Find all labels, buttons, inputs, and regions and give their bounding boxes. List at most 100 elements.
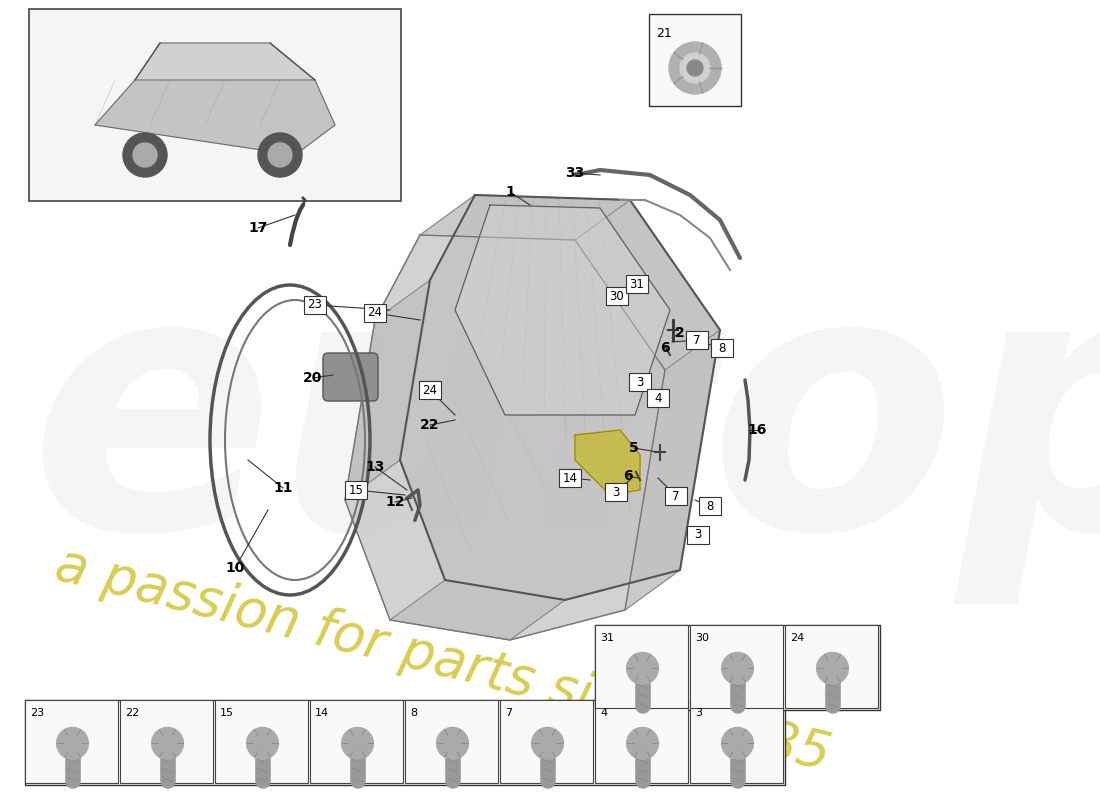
Polygon shape <box>390 580 565 640</box>
Circle shape <box>133 143 157 167</box>
Text: 6: 6 <box>660 341 670 355</box>
Circle shape <box>627 727 659 759</box>
Text: 24: 24 <box>422 383 438 397</box>
Text: 6: 6 <box>624 469 632 483</box>
Text: 13: 13 <box>365 460 385 474</box>
Text: 24: 24 <box>367 306 383 319</box>
FancyBboxPatch shape <box>647 389 669 407</box>
Polygon shape <box>345 460 446 620</box>
FancyBboxPatch shape <box>345 481 367 499</box>
FancyBboxPatch shape <box>605 483 627 501</box>
Text: 21: 21 <box>656 27 672 40</box>
Circle shape <box>246 727 278 759</box>
Polygon shape <box>510 570 680 640</box>
Polygon shape <box>420 195 630 240</box>
FancyBboxPatch shape <box>698 497 720 515</box>
Circle shape <box>722 653 754 684</box>
FancyBboxPatch shape <box>595 700 688 783</box>
Text: 3: 3 <box>636 375 644 389</box>
Text: 11: 11 <box>273 481 293 495</box>
Text: 5: 5 <box>629 441 639 455</box>
Text: a passion for parts since 1985: a passion for parts since 1985 <box>50 538 836 782</box>
FancyBboxPatch shape <box>214 700 308 783</box>
Text: 12: 12 <box>385 495 405 509</box>
FancyBboxPatch shape <box>606 287 628 305</box>
FancyBboxPatch shape <box>500 700 593 783</box>
FancyBboxPatch shape <box>595 625 880 710</box>
FancyBboxPatch shape <box>785 625 878 708</box>
Polygon shape <box>575 200 721 370</box>
Polygon shape <box>400 195 720 600</box>
Text: europes: europes <box>30 255 1100 605</box>
Text: 3: 3 <box>695 708 702 718</box>
Circle shape <box>56 727 88 759</box>
Text: 17: 17 <box>249 221 267 235</box>
Text: 30: 30 <box>695 633 710 643</box>
Text: 1: 1 <box>505 185 515 199</box>
Ellipse shape <box>680 53 710 83</box>
Text: 3: 3 <box>694 529 702 542</box>
Text: 7: 7 <box>693 334 701 346</box>
Ellipse shape <box>669 42 720 94</box>
Text: 15: 15 <box>349 483 363 497</box>
Circle shape <box>123 133 167 177</box>
FancyBboxPatch shape <box>686 331 708 349</box>
Text: 31: 31 <box>629 278 645 290</box>
Text: 4: 4 <box>600 708 607 718</box>
Polygon shape <box>455 205 670 415</box>
Circle shape <box>268 143 292 167</box>
Polygon shape <box>345 235 666 640</box>
Circle shape <box>531 727 563 759</box>
Text: 4: 4 <box>654 391 662 405</box>
Circle shape <box>342 727 373 759</box>
Text: 23: 23 <box>30 708 44 718</box>
Text: 14: 14 <box>315 708 329 718</box>
Text: 7: 7 <box>672 490 680 502</box>
FancyBboxPatch shape <box>310 700 403 783</box>
Polygon shape <box>95 80 336 155</box>
Polygon shape <box>625 330 720 610</box>
FancyBboxPatch shape <box>364 304 386 322</box>
FancyBboxPatch shape <box>629 373 651 391</box>
Polygon shape <box>345 280 430 500</box>
Circle shape <box>258 133 303 177</box>
Text: 2: 2 <box>675 326 685 340</box>
Text: 23: 23 <box>308 298 322 311</box>
FancyBboxPatch shape <box>666 487 688 505</box>
FancyBboxPatch shape <box>419 381 441 399</box>
Ellipse shape <box>688 60 703 76</box>
Polygon shape <box>375 195 475 320</box>
Text: 8: 8 <box>410 708 417 718</box>
Text: 31: 31 <box>600 633 614 643</box>
FancyBboxPatch shape <box>711 339 733 357</box>
Text: 3: 3 <box>613 486 619 498</box>
Polygon shape <box>135 43 315 80</box>
Text: 20: 20 <box>304 371 322 385</box>
FancyBboxPatch shape <box>595 625 688 708</box>
Polygon shape <box>575 430 640 495</box>
FancyBboxPatch shape <box>323 353 378 401</box>
Text: 10: 10 <box>226 561 244 575</box>
FancyBboxPatch shape <box>25 700 118 783</box>
FancyBboxPatch shape <box>405 700 498 783</box>
Text: 8: 8 <box>718 342 726 354</box>
Text: 15: 15 <box>220 708 234 718</box>
FancyBboxPatch shape <box>29 9 402 201</box>
Text: 22: 22 <box>125 708 140 718</box>
Text: 24: 24 <box>790 633 804 643</box>
FancyBboxPatch shape <box>120 700 213 783</box>
Circle shape <box>437 727 469 759</box>
Text: 33: 33 <box>565 166 584 180</box>
Text: 8: 8 <box>706 499 714 513</box>
Circle shape <box>152 727 184 759</box>
FancyBboxPatch shape <box>690 700 783 783</box>
Text: 22: 22 <box>420 418 440 432</box>
Text: 16: 16 <box>747 423 767 437</box>
FancyBboxPatch shape <box>690 625 783 708</box>
FancyBboxPatch shape <box>25 700 785 785</box>
FancyBboxPatch shape <box>688 526 710 544</box>
Text: 7: 7 <box>505 708 513 718</box>
FancyBboxPatch shape <box>304 296 326 314</box>
Text: 14: 14 <box>562 471 578 485</box>
FancyBboxPatch shape <box>626 275 648 293</box>
